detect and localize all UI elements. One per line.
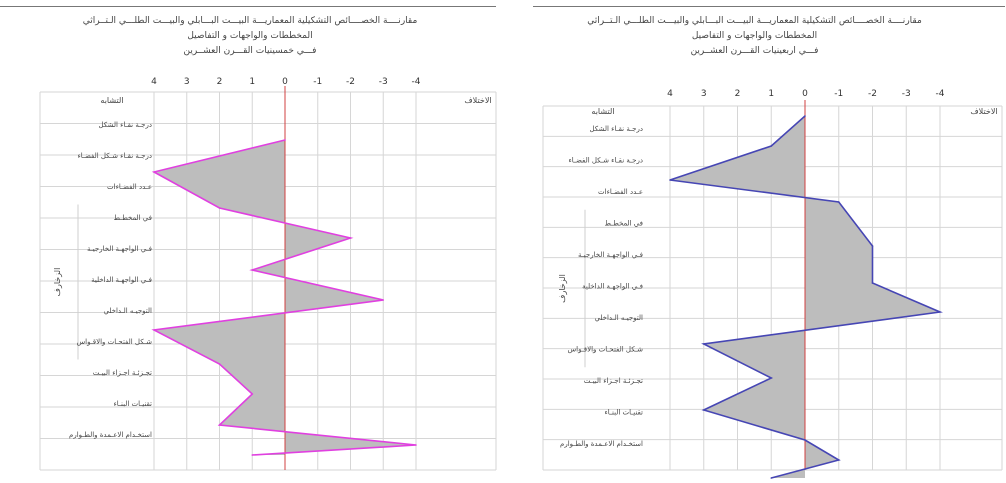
category-label: شـكل الفتحـات والاقـواس: [568, 346, 644, 354]
x-tick-label: -1: [834, 89, 843, 99]
x-tick-label: 4: [667, 89, 673, 99]
x-tick-label: 1: [249, 77, 255, 87]
data-point: [251, 269, 254, 271]
x-tick-label: 3: [701, 89, 707, 99]
series-line: [151, 139, 417, 456]
category-label: استخـدام الاعـمدة والطـوارم: [69, 431, 152, 439]
category-label: فـي الواجهـة الخارجيـة: [578, 251, 643, 259]
data-point: [702, 343, 705, 345]
data-point: [415, 444, 417, 446]
category-label: تجـزئـة اجـزاء البيـت: [584, 377, 643, 385]
data-point: [871, 282, 874, 284]
category-label: عـدد الفضـاءات: [598, 188, 643, 196]
chart-title: مقارنــــة الخصــــائص التشكيلية المعمار…: [0, 14, 500, 59]
data-point: [837, 201, 840, 203]
data-point: [702, 409, 705, 411]
chart-left-panel: مقارنــــة الخصــــائص التشكيلية المعمار…: [0, 0, 500, 483]
header-similarity: التشابه: [591, 107, 614, 116]
x-tick-label: 1: [768, 89, 774, 99]
title-line-2: المخططات والواجهات و التفاصيل: [187, 31, 313, 41]
category-label: درجـة نقـاء الشكل: [98, 121, 152, 129]
group-label: الزخارف: [53, 268, 62, 297]
x-tick-label: -4: [936, 89, 945, 99]
title-line-3: فـــي خمسينيات القـــرن العشــرين: [183, 46, 317, 56]
data-point: [770, 477, 773, 479]
category-label: تقنيـات البنـاء: [114, 400, 153, 408]
category-label: التوجيـه الـداخلي: [103, 307, 152, 315]
x-tick-label: -2: [868, 89, 877, 99]
data-point: [349, 237, 352, 239]
divider-line: [533, 6, 1005, 7]
comparison-chart-left: 4 3 2 1 0 -1 -2 -3 -4 التشابه الاختلاف درجـة نقـاء …: [39, 77, 497, 471]
x-tick-label: -3: [379, 77, 388, 87]
category-label: درجـة نقـاء الشكل: [589, 125, 643, 133]
category-label: شـكل الفتحـات والاقـواس: [77, 338, 153, 346]
data-point: [770, 377, 773, 379]
data-point: [939, 311, 941, 313]
category-label: استخـدام الاعـمدة والطـوارم: [560, 440, 643, 448]
category-label: في المخطـط: [605, 220, 644, 228]
category-label: فـي الواجهـة الداخلية: [91, 276, 152, 284]
x-tick-label: 0: [282, 77, 288, 87]
x-tick-label: -3: [902, 89, 911, 99]
x-tick-label: 2: [735, 89, 741, 99]
chart-right-panel: مقارنــــة الخصــــائص التشكيلية المعمار…: [503, 0, 1006, 483]
data-point: [382, 299, 385, 301]
data-point: [153, 329, 155, 331]
data-point: [251, 454, 254, 456]
header-difference: الاختلاف: [970, 107, 997, 116]
category-label: فـي الواجهـة الخارجيـة: [87, 245, 152, 253]
x-tick-label: 0: [802, 89, 808, 99]
category-label: درجـة نقـاء شـكل الفضـاء: [77, 152, 152, 160]
data-point: [218, 207, 221, 209]
data-point: [218, 363, 221, 365]
category-label: تقنيـات البنـاء: [605, 409, 644, 417]
data-point: [804, 115, 806, 117]
title-line-1: مقارنــــة الخصــــائص التشكيلية المعمار…: [82, 16, 418, 26]
data-point: [153, 171, 155, 173]
x-tick-label: -4: [412, 77, 421, 87]
header-difference: الاختلاف: [464, 96, 491, 105]
chart-title: مقارنــــة الخصــــائص التشكيلية المعمار…: [503, 14, 1006, 59]
category-label: التوجيـه الـداخلي: [594, 314, 643, 322]
category-label: فـي الواجهـة الداخلية: [582, 283, 643, 291]
data-point: [871, 245, 874, 247]
category-label: عـدد الفضـاءات: [107, 183, 152, 191]
data-point: [669, 179, 671, 181]
title-line-2: المخططات والواجهات و التفاصيل: [691, 31, 818, 41]
title-line-3: فـــي اربعينيات القـــرن العشــرين: [690, 46, 819, 56]
data-point: [218, 424, 221, 426]
category-label: درجـة نقـاء شـكل الفضـاء: [568, 157, 643, 165]
x-tick-label: -2: [346, 77, 355, 87]
x-tick-label: -1: [313, 77, 322, 87]
x-tick-label: 2: [217, 77, 223, 87]
category-label: تجـزئـة اجـزاء البيـت: [93, 369, 152, 377]
x-tick-label: 3: [184, 77, 190, 87]
data-point: [804, 439, 806, 441]
category-label: في المخطـط: [114, 214, 153, 222]
group-label: الزخارف: [558, 274, 567, 303]
data-point: [284, 139, 286, 141]
data-point: [251, 393, 254, 395]
header-similarity: التشابه: [100, 96, 123, 105]
title-line-1: مقارنــــة الخصــــائص التشكيلية المعمار…: [587, 16, 922, 26]
x-tick-label: 4: [151, 77, 157, 87]
data-point: [837, 459, 840, 461]
divider-line: [0, 6, 496, 7]
comparison-chart-right: 4 3 2 1 0 -1 -2 -3 -4 التشابه الاختلاف درجـة نقـاء …: [542, 89, 1003, 479]
data-point: [770, 145, 773, 147]
